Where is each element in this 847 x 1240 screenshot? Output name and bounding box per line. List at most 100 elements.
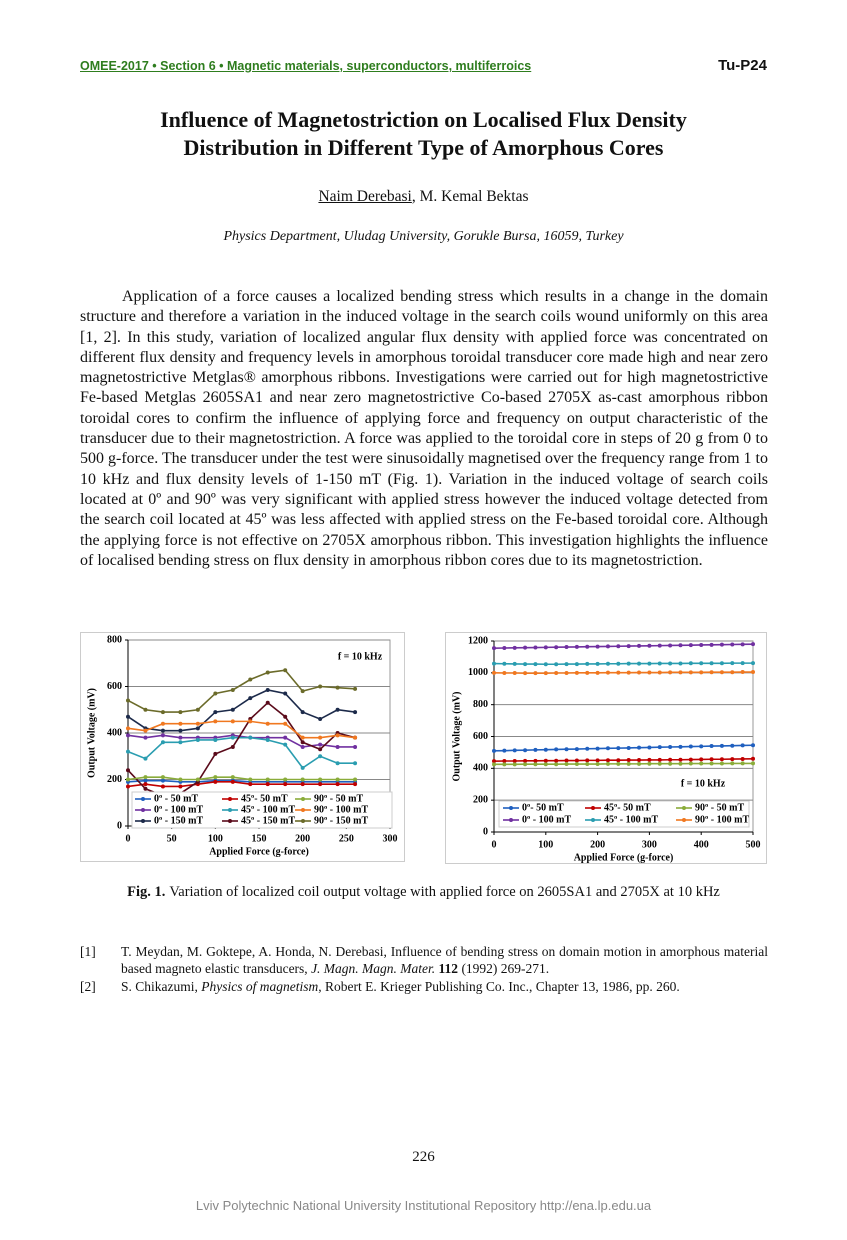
data-point [543, 645, 548, 650]
data-point [678, 761, 683, 766]
data-point [719, 661, 724, 666]
reference-text: S. Chikazumi, Physics of magnetism, Robe… [121, 978, 768, 995]
data-point [335, 761, 340, 766]
data-point [265, 670, 270, 675]
series-line [127, 781, 356, 788]
data-point [318, 747, 323, 752]
legend-label: 45º- 50 mT [604, 802, 651, 813]
data-point [730, 757, 735, 762]
data-point [265, 782, 270, 787]
legend-label: 90º - 100 mT [695, 814, 749, 825]
reference-text: T. Meydan, M. Goktepe, A. Honda, N. Dere… [121, 943, 768, 977]
series-line [127, 736, 356, 769]
data-point [300, 777, 305, 782]
data-point [230, 719, 235, 724]
data-point [283, 721, 288, 726]
data-point [688, 744, 693, 749]
data-point [143, 782, 148, 787]
data-point [265, 687, 270, 692]
data-point [564, 758, 569, 763]
data-point [647, 757, 652, 762]
data-point [178, 710, 183, 715]
data-point [688, 761, 693, 766]
data-point [492, 759, 496, 764]
data-point [248, 735, 253, 740]
reference-part: T. Meydan, M. Goktepe, A. Honda, N. Dere… [121, 944, 768, 976]
data-point [637, 661, 642, 666]
data-point [574, 644, 579, 649]
affiliation: Physics Department, Uludag University, G… [223, 229, 624, 244]
data-point [616, 670, 621, 675]
data-point [143, 786, 148, 791]
data-point [616, 746, 621, 751]
data-point [178, 777, 183, 782]
data-point [533, 671, 538, 676]
data-point [533, 747, 538, 752]
legend-marker [141, 819, 145, 823]
data-point [751, 661, 755, 666]
series-line [127, 720, 356, 739]
x-tick-label: 300 [642, 839, 657, 850]
data-point [502, 748, 507, 753]
data-point [353, 777, 358, 782]
data-point [160, 775, 165, 780]
reference: [1] T. Meydan, M. Goktepe, A. Honda, N. D… [80, 943, 768, 977]
legend-marker [141, 808, 145, 812]
data-point [318, 782, 323, 787]
y-tick-label: 0 [117, 820, 122, 831]
data-point [143, 778, 148, 783]
data-point [657, 745, 662, 750]
data-point [626, 661, 631, 666]
x-axis-label: Applied Force (g-force) [209, 846, 309, 857]
data-point [688, 670, 693, 675]
data-point [626, 644, 631, 649]
legend-marker [141, 797, 145, 801]
data-point [564, 747, 569, 752]
data-point [678, 643, 683, 648]
data-point [318, 742, 323, 747]
data-point [637, 745, 642, 750]
data-point [283, 777, 288, 782]
series-line [494, 762, 753, 766]
data-point [605, 758, 610, 763]
data-point [699, 744, 704, 749]
data-point [126, 714, 130, 719]
data-point [543, 762, 548, 767]
data-point [637, 761, 642, 766]
legend-marker [682, 818, 686, 822]
data-point [719, 761, 724, 766]
data-point [143, 728, 148, 733]
data-point [533, 662, 538, 667]
data-point [353, 710, 358, 715]
data-point [585, 762, 590, 767]
data-point [300, 735, 305, 740]
data-point [626, 761, 631, 766]
data-point [730, 661, 735, 666]
data-point [160, 710, 165, 715]
data-point [637, 758, 642, 763]
data-point [668, 643, 673, 648]
data-point [709, 757, 714, 762]
data-point [595, 746, 600, 751]
legend-box [131, 791, 393, 829]
data-point [554, 762, 559, 767]
reference-part: (1992) 269-271. [458, 961, 550, 976]
data-point [492, 762, 496, 767]
data-point [740, 661, 745, 666]
x-tick-label: 250 [339, 833, 354, 844]
data-point [751, 761, 755, 766]
data-point [143, 775, 148, 780]
data-point [283, 714, 288, 719]
data-point [574, 662, 579, 667]
y-tick-label: 800 [473, 699, 488, 710]
data-point [230, 779, 235, 784]
data-point [213, 775, 218, 780]
x-tick-label: 0 [126, 833, 131, 844]
data-point [143, 707, 148, 712]
data-point [595, 644, 600, 649]
data-point [230, 707, 235, 712]
data-point [554, 758, 559, 763]
data-point [318, 777, 323, 782]
y-tick-label: 1200 [468, 635, 488, 646]
legend-marker [509, 818, 513, 822]
